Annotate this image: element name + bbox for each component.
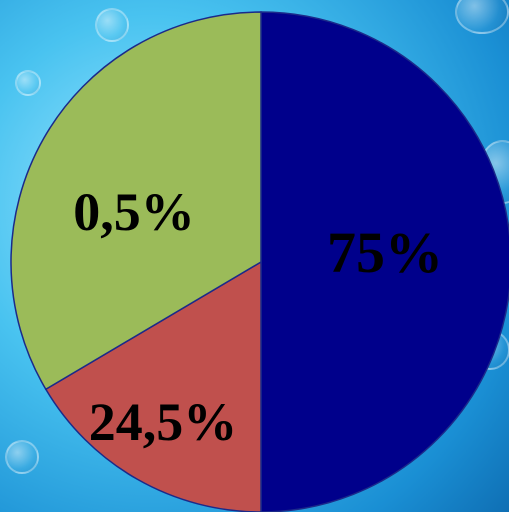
bubble-decor [15, 70, 41, 96]
slice-label: 0,5% [73, 182, 195, 242]
slice-label: 75% [327, 220, 443, 285]
bubble-decor [455, 0, 509, 34]
pie-slice [260, 11, 509, 512]
pie-slice [44, 260, 262, 512]
bubble-decor [95, 8, 129, 42]
bubble-decor [5, 440, 39, 474]
slice-label: 24,5% [89, 392, 238, 452]
pie-slice [10, 11, 262, 391]
